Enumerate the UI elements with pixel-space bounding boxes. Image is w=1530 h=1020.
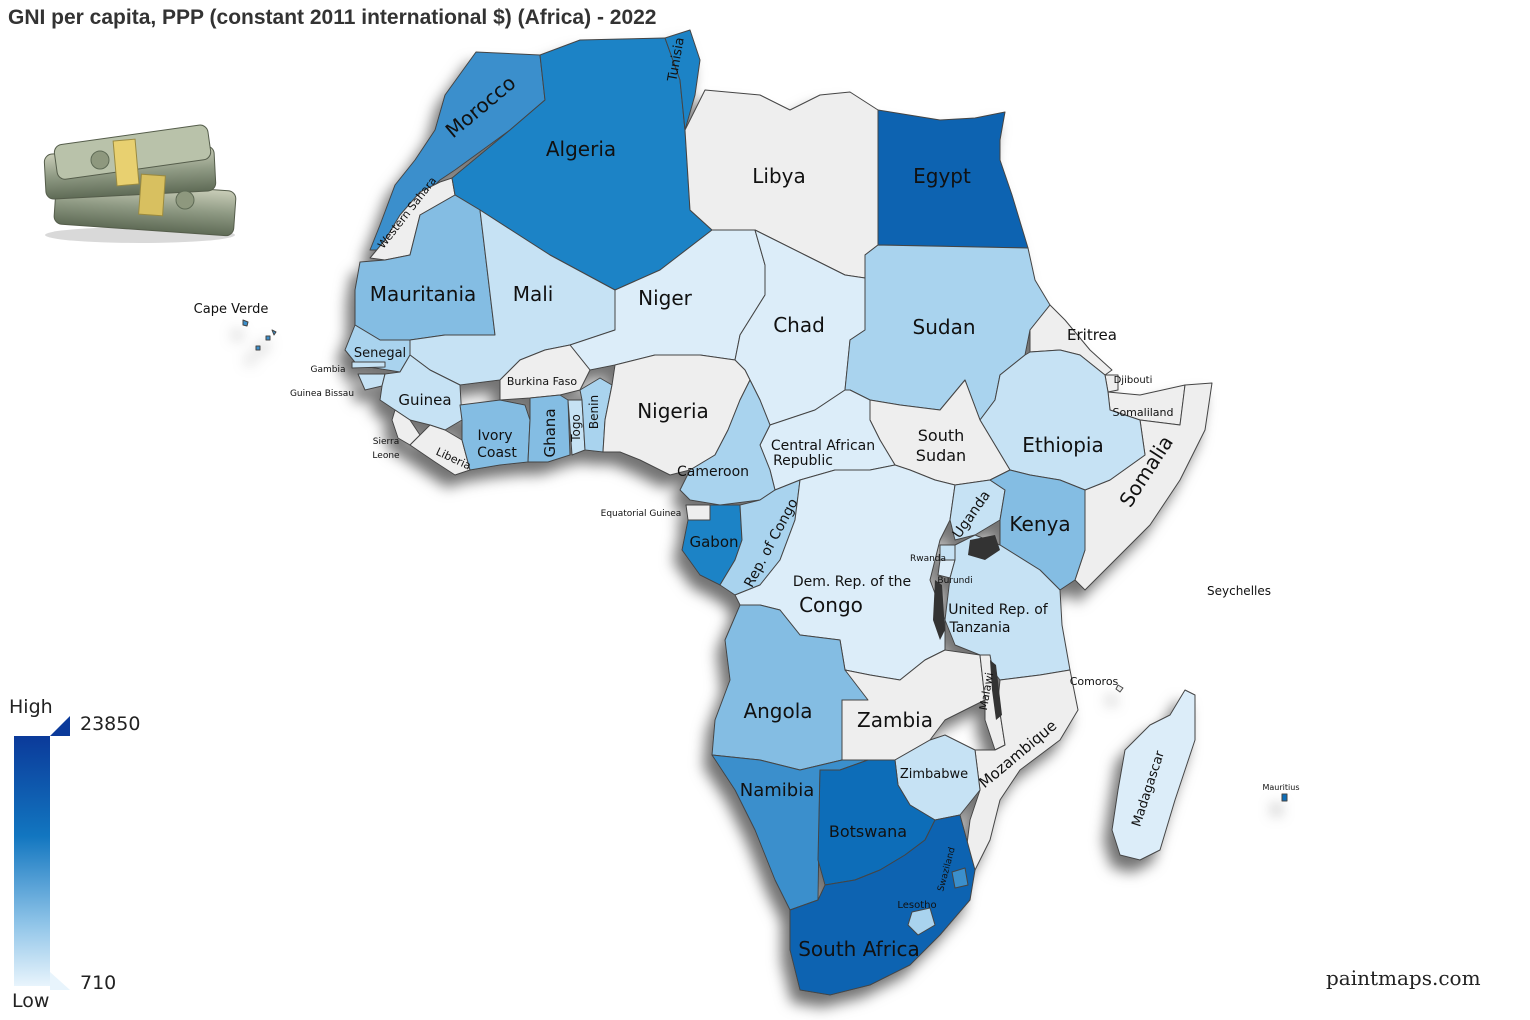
label-drc-2: Congo [799, 593, 863, 617]
country-lesotho[interactable] [907, 907, 936, 936]
label-car-1: Central African [771, 438, 875, 454]
country-cape-verde[interactable] [242, 319, 277, 351]
label-algeria: Algeria [546, 137, 616, 161]
label-lesotho: Lesotho [897, 900, 936, 911]
legend-max-marker [50, 716, 70, 736]
label-eritrea: Eritrea [1067, 326, 1117, 344]
label-niger: Niger [638, 286, 693, 310]
country-mauritius[interactable] [1281, 793, 1288, 802]
country-gambia[interactable] [351, 361, 386, 369]
label-burkina-faso: Burkina Faso [507, 375, 577, 388]
country-tunisia[interactable] [664, 29, 701, 131]
label-somaliland: Somaliland [1112, 406, 1173, 419]
label-car-2: Republic [773, 453, 833, 469]
label-ethiopia: Ethiopia [1022, 433, 1103, 457]
label-tanzania-1: United Rep. of [948, 602, 1049, 618]
label-comoros: Comoros [1070, 675, 1119, 688]
label-drc-1: Dem. Rep. of the [793, 574, 911, 590]
label-ivory-coast-1: Ivory [477, 428, 512, 444]
country-zambia[interactable] [841, 649, 986, 761]
label-egypt: Egypt [913, 164, 971, 188]
label-south-sudan-1: South [918, 426, 965, 445]
legend-min-marker [50, 972, 70, 990]
country-ghana[interactable] [527, 394, 571, 463]
label-chad: Chad [773, 313, 825, 337]
label-burundi: Burundi [937, 576, 972, 586]
credit-text: paintmaps.com [1326, 966, 1481, 990]
label-senegal: Senegal [354, 346, 406, 361]
label-mauritius: Mauritius [1263, 783, 1300, 792]
legend-max-value: 23850 [80, 713, 141, 735]
label-kenya: Kenya [1009, 512, 1070, 536]
label-sierra-leone-1: Sierra [373, 437, 400, 447]
country-comoros[interactable] [1115, 684, 1124, 693]
label-rwanda: Rwanda [910, 554, 946, 564]
legend-min-value: 710 [80, 972, 117, 994]
label-sierra-leone-2: Leone [372, 451, 400, 461]
label-guinea-bissau: Guinea Bissau [290, 389, 354, 399]
lake-tanganyika [933, 580, 945, 640]
country-south-africa[interactable] [789, 814, 976, 996]
label-cape-verde: Cape Verde [194, 302, 269, 317]
label-seychelles: Seychelles [1207, 584, 1271, 598]
legend-high-label: High [9, 696, 53, 718]
country-madagascar[interactable] [1111, 689, 1196, 861]
money-stack-icon [43, 124, 237, 243]
lake-victoria [968, 535, 1000, 560]
country-equatorial-guinea[interactable] [685, 504, 711, 521]
country-guinea-bissau[interactable] [357, 373, 386, 391]
label-botswana: Botswana [829, 822, 907, 841]
label-gabon: Gabon [689, 533, 738, 551]
label-benin: Benin [587, 395, 601, 429]
label-ghana: Ghana [541, 408, 559, 457]
legend-low-label: Low [12, 990, 50, 1012]
label-guinea: Guinea [398, 391, 451, 409]
country-mauritania[interactable] [354, 194, 496, 341]
label-south-africa: South Africa [798, 937, 920, 961]
label-angola: Angola [743, 699, 812, 723]
legend-bar [14, 716, 70, 990]
label-tanzania-2: Tanzania [949, 620, 1011, 636]
label-mauritania: Mauritania [370, 282, 477, 306]
lake-malawi [990, 660, 1002, 720]
label-ivory-coast-2: Coast [477, 445, 517, 461]
lakes [933, 535, 1002, 720]
label-equatorial-guinea: Equatorial Guinea [601, 509, 682, 519]
label-cameroon: Cameroon [677, 464, 749, 480]
label-south-sudan-2: Sudan [916, 446, 966, 465]
label-djibouti: Djibouti [1114, 375, 1153, 386]
label-zambia: Zambia [857, 708, 933, 732]
label-namibia: Namibia [740, 780, 815, 801]
map-title: GNI per capita, PPP (constant 2011 inter… [8, 6, 657, 29]
country-kenya[interactable] [989, 469, 1086, 591]
label-nigeria: Nigeria [637, 399, 709, 423]
label-libya: Libya [752, 164, 806, 188]
label-mali: Mali [513, 282, 554, 306]
label-togo: Togo [569, 414, 583, 443]
country-burkina-faso[interactable] [499, 344, 591, 401]
label-gambia: Gambia [311, 365, 346, 375]
label-sudan: Sudan [913, 315, 976, 339]
country-swaziland[interactable] [951, 867, 969, 889]
label-zimbabwe: Zimbabwe [900, 767, 968, 782]
